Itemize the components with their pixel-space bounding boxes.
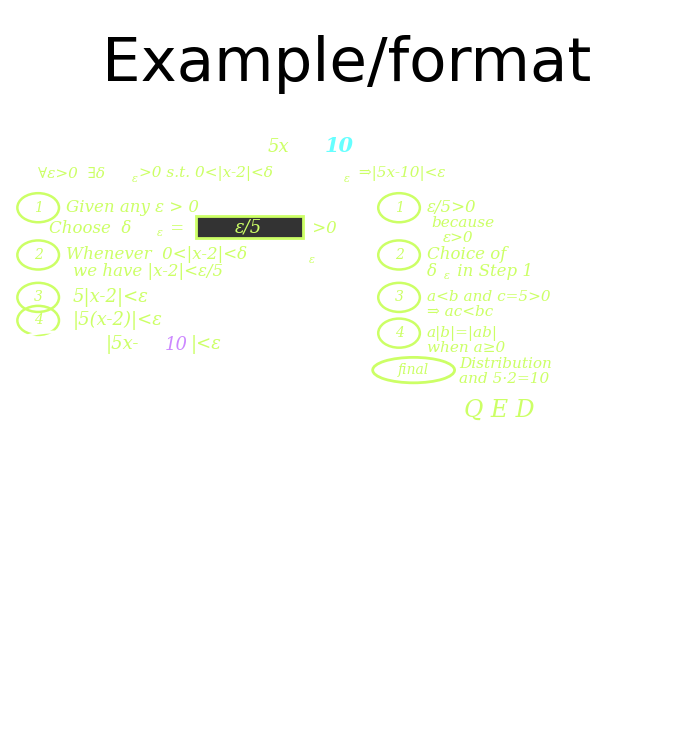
Text: 5x: 5x	[267, 138, 289, 156]
Text: a<b and c=5>0: a<b and c=5>0	[427, 291, 550, 304]
Text: 3: 3	[34, 291, 42, 304]
Text: ⇒ ac<bc: ⇒ ac<bc	[427, 305, 493, 319]
Text: ε/5: ε/5	[235, 219, 262, 237]
Text: ε/5>0: ε/5>0	[427, 199, 477, 216]
Text: ⇒|5x-10|<ε: ⇒|5x-10|<ε	[354, 166, 446, 181]
Text: final: final	[41, 338, 73, 352]
Text: |<ε: |<ε	[191, 335, 221, 354]
Text: ε: ε	[132, 174, 138, 184]
Text: 4: 4	[395, 326, 403, 340]
Text: δ: δ	[427, 263, 437, 280]
Text: 10: 10	[325, 136, 354, 156]
Text: ε: ε	[157, 228, 163, 238]
Text: and 5·2=10: and 5·2=10	[459, 372, 550, 385]
Text: 3: 3	[395, 291, 403, 304]
Text: pf:: pf:	[7, 181, 28, 195]
Text: 5|x-2|<ε: 5|x-2|<ε	[73, 288, 149, 307]
Text: final: final	[398, 363, 430, 377]
Text: x→2: x→2	[177, 150, 211, 167]
Text: a|b|=|ab|: a|b|=|ab|	[427, 326, 498, 341]
Text: =: =	[165, 220, 189, 237]
FancyBboxPatch shape	[196, 216, 303, 238]
Text: because: because	[432, 217, 495, 231]
Text: ∀ε>0  ∃δ: ∀ε>0 ∃δ	[38, 166, 105, 181]
Text: >0 s.t. 0<|x-2|<δ: >0 s.t. 0<|x-2|<δ	[139, 166, 273, 181]
Text: Whenever  0<|x-2|<δ: Whenever 0<|x-2|<δ	[66, 247, 247, 264]
Text: 4: 4	[34, 313, 42, 328]
Text: 2: 2	[395, 248, 403, 262]
Text: ε: ε	[344, 174, 350, 184]
Text: 2: 2	[34, 248, 42, 262]
Text: |5x-: |5x-	[105, 335, 139, 354]
Text: when a≥0: when a≥0	[427, 341, 505, 355]
Text: w:: w:	[7, 166, 30, 181]
Text: Choose  δ: Choose δ	[49, 220, 131, 237]
Text: Q E D: Q E D	[464, 399, 535, 422]
Text: 1: 1	[395, 201, 403, 215]
Text: Given any ε > 0: Given any ε > 0	[66, 199, 199, 216]
Text: >0: >0	[307, 220, 337, 237]
Text: Example/format: Example/format	[102, 35, 592, 94]
Text: =: =	[302, 138, 317, 156]
Text: : Prove that  lim: : Prove that lim	[14, 139, 149, 155]
Text: ε: ε	[309, 255, 315, 265]
Text: ε>0: ε>0	[443, 231, 473, 245]
Text: ε: ε	[444, 271, 450, 281]
Text: we have |x-2|<ε/5: we have |x-2|<ε/5	[73, 264, 223, 280]
Text: Distribution: Distribution	[459, 357, 552, 371]
Text: |5(x-2)|<ε: |5(x-2)|<ε	[73, 311, 163, 330]
Text: Choice of: Choice of	[427, 247, 506, 264]
Text: in Step 1: in Step 1	[452, 263, 534, 280]
Text: 10: 10	[164, 336, 187, 353]
Text: 1: 1	[34, 201, 42, 215]
